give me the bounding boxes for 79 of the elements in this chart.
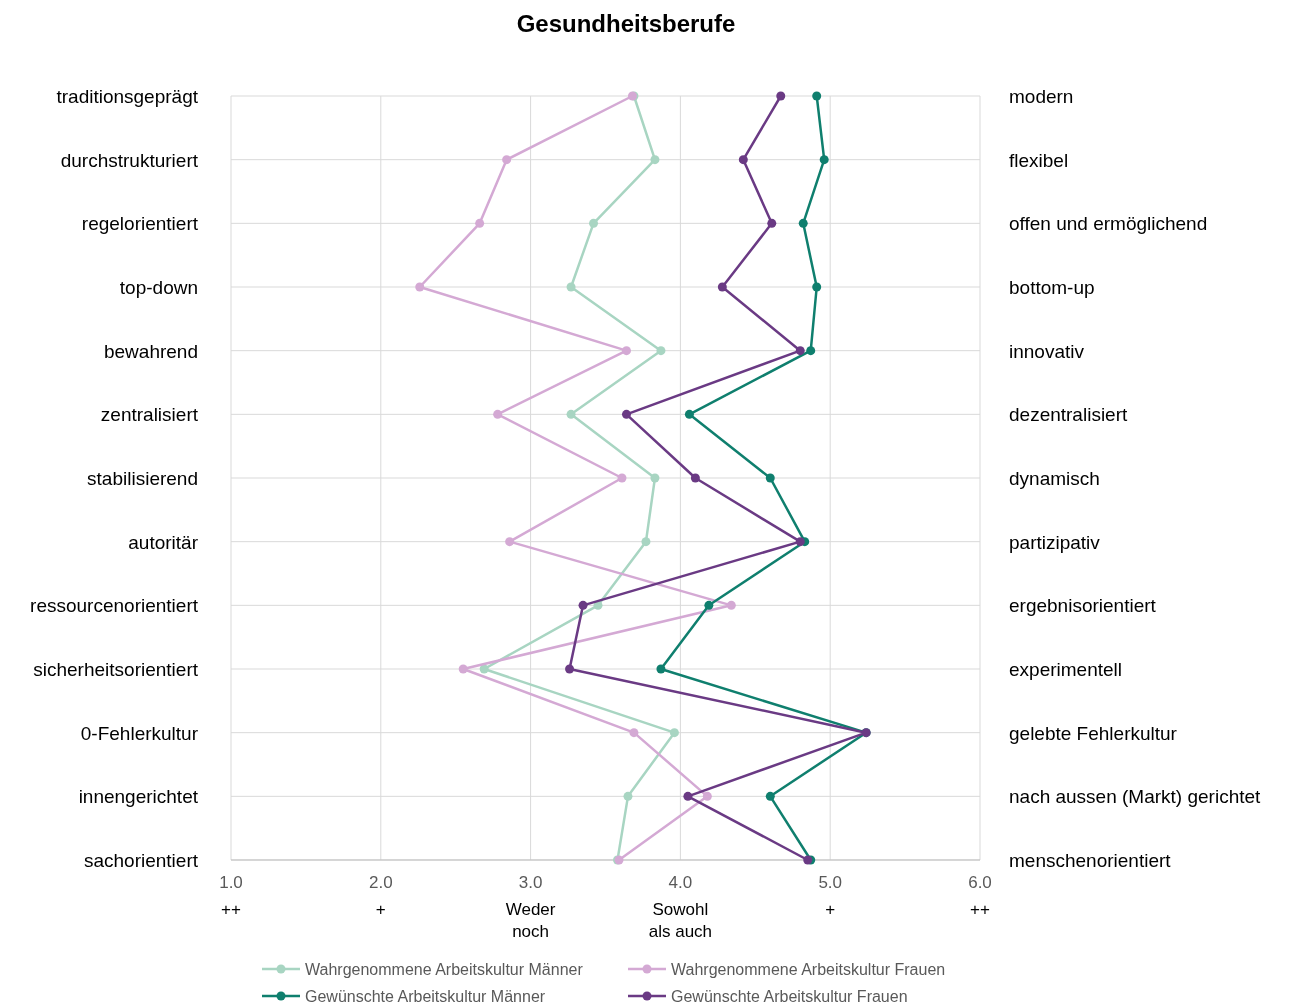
y2-tick-label: partizipativ <box>1009 531 1101 553</box>
legend-label: Gewünschte Arbeitskultur Männer <box>305 988 546 1005</box>
point <box>798 218 808 228</box>
point <box>726 600 736 610</box>
point <box>812 282 822 292</box>
legend-label: Wahrgenommene Arbeitskultur Frauen <box>671 961 946 978</box>
point <box>479 664 489 674</box>
point <box>795 346 805 356</box>
point <box>629 728 639 738</box>
y-tick-label: 0-Fehlerkultur <box>80 722 199 744</box>
y2-tick-label: innovativ <box>1009 340 1085 362</box>
y-tick-label: bewahrend <box>103 340 198 362</box>
point <box>566 409 576 419</box>
y-tick-label: autoritär <box>128 531 199 553</box>
point <box>502 155 512 165</box>
point <box>819 155 829 165</box>
point <box>565 664 575 674</box>
y-tick-label: traditionsgeprägt <box>56 86 199 107</box>
point <box>684 409 694 419</box>
x-tick-label: 1.0 ++ <box>219 873 243 919</box>
point <box>458 664 468 674</box>
y-tick-label: sachorientiert <box>83 850 199 871</box>
point <box>806 346 816 356</box>
y2-tick-label: modern <box>1009 86 1074 107</box>
y-tick-label: innengerichtet <box>78 786 199 808</box>
x-tick-label: 4.0 Sowohl als auch <box>648 873 713 941</box>
y-tick-label: ressourcenorientiert <box>30 595 199 617</box>
point <box>767 218 777 228</box>
x-tick-label: 3.0 Weder noch <box>505 873 556 941</box>
y2-tick-label: ergebnisorientiert <box>1009 595 1157 617</box>
point <box>475 218 485 228</box>
point <box>493 409 503 419</box>
point <box>415 282 425 292</box>
y2-tick-label: offen und ermöglichend <box>1009 213 1208 235</box>
point <box>683 791 693 801</box>
point <box>656 346 666 356</box>
y2-tick-label: dezentralisiert <box>1009 404 1128 426</box>
point <box>765 473 775 483</box>
point <box>738 155 748 165</box>
x-tick-label: 2.0 + <box>368 873 393 919</box>
y-tick-label: stabilisierend <box>87 468 198 489</box>
point <box>641 537 651 547</box>
point <box>776 91 786 101</box>
y2-tick-label: menschenorientiert <box>1009 850 1172 871</box>
point <box>578 600 588 610</box>
point <box>621 346 631 356</box>
y-tick-label: durchstrukturiert <box>60 149 199 171</box>
y2-tick-label: nach aussen (Markt) gerichtet <box>1009 786 1262 808</box>
y2-tick-label: flexibel <box>1009 149 1069 171</box>
y-tick-label: regelorientiert <box>81 213 199 235</box>
chart-title: Gesundheitsberufe <box>516 10 736 37</box>
y2-tick-label: dynamisch <box>1009 468 1100 489</box>
point <box>623 791 633 801</box>
legend-label: Wahrgenommene Arbeitskultur Männer <box>305 961 584 978</box>
point <box>795 537 805 547</box>
point <box>621 409 631 419</box>
point <box>656 664 666 674</box>
legend-label: Gewünschte Arbeitskultur Frauen <box>671 988 908 1005</box>
y-tick-label: top-down <box>119 277 198 298</box>
y-tick-label: zentralisiert <box>100 404 199 426</box>
y2-tick-label: bottom-up <box>1009 277 1095 298</box>
y2-tick-label: gelebte Fehlerkultur <box>1009 722 1178 744</box>
y2-tick-label: experimentell <box>1009 659 1122 680</box>
point <box>717 282 727 292</box>
point <box>765 791 775 801</box>
point <box>650 473 660 483</box>
x-tick-label: 5.0 + <box>818 873 843 919</box>
point <box>704 600 714 610</box>
point <box>702 791 712 801</box>
point <box>650 155 660 165</box>
y-tick-label: sicherheitsorientiert <box>33 659 199 680</box>
point <box>690 473 700 483</box>
point <box>812 91 822 101</box>
point <box>617 473 627 483</box>
point <box>505 537 515 547</box>
point <box>669 728 679 738</box>
point <box>566 282 576 292</box>
x-tick-label: 6.0 ++ <box>968 873 992 919</box>
point <box>589 218 599 228</box>
